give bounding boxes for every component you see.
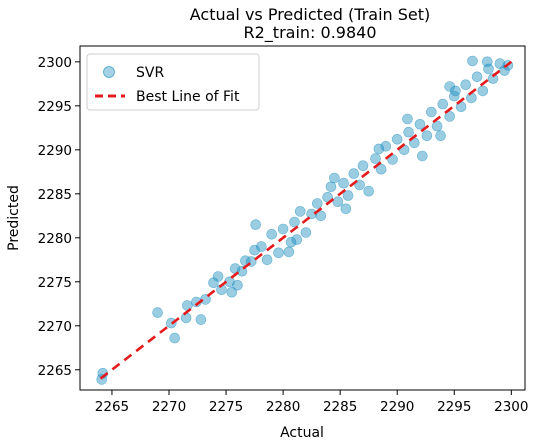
data-point: [421, 130, 433, 141]
legend: SVR Best Line of Fit: [86, 53, 260, 111]
data-point: [460, 79, 472, 90]
data-point: [180, 312, 192, 324]
y-tick-label: 2275: [38, 275, 72, 291]
data-point: [166, 317, 177, 329]
y-tick-label: 2265: [38, 363, 72, 379]
data-point: [315, 210, 327, 222]
chart-title: Actual vs Predicted (Train Set): [190, 5, 431, 24]
x-tick-label: 2275: [209, 399, 243, 415]
data-point: [426, 106, 437, 118]
y-tick-label: 2280: [38, 231, 72, 247]
data-point: [414, 119, 426, 130]
y-tick-label: 2285: [38, 187, 72, 203]
data-point: [152, 307, 163, 318]
y-axis-ticks: 2265 2270 2275 2280 2285 2290 2295 2300: [38, 55, 80, 379]
data-point: [169, 332, 180, 344]
data-point: [416, 150, 428, 162]
data-point: [250, 219, 261, 230]
chart-subtitle: R2_train: 0.9840: [244, 23, 377, 43]
data-point: [291, 234, 303, 245]
x-axis-label: Actual: [280, 425, 324, 441]
data-point: [283, 246, 295, 258]
data-point: [294, 206, 306, 217]
data-point: [354, 179, 365, 191]
data-point: [332, 196, 344, 207]
y-tick-label: 2290: [38, 143, 72, 159]
data-point: [431, 120, 443, 132]
data-point: [329, 172, 340, 184]
data-point: [212, 271, 224, 282]
data-point: [444, 81, 456, 92]
data-point: [261, 254, 273, 266]
data-point: [373, 143, 385, 155]
data-point: [266, 229, 278, 240]
data-point: [466, 92, 477, 104]
data-point: [448, 90, 460, 102]
legend-box: [86, 53, 260, 111]
y-tick-label: 2300: [38, 55, 72, 71]
data-point: [273, 247, 284, 259]
data-point: [306, 208, 317, 220]
data-point: [200, 294, 211, 305]
data-point: [195, 314, 207, 325]
x-tick-label: 2285: [323, 399, 357, 415]
data-point: [348, 168, 360, 179]
data-point: [437, 98, 449, 110]
data-point: [226, 286, 238, 298]
data-point: [487, 73, 499, 84]
data-point: [325, 181, 337, 193]
x-tick-label: 2280: [266, 399, 300, 415]
x-tick-label: 2295: [437, 399, 471, 415]
best-fit-line: [99, 60, 513, 380]
plot-area: [79, 45, 526, 391]
x-tick-label: 2300: [494, 399, 528, 415]
data-point: [300, 227, 312, 238]
data-point: [375, 163, 387, 175]
fit-line-layer: [99, 60, 513, 380]
data-point: [391, 134, 403, 145]
legend-label-svr: SVR: [136, 65, 164, 81]
y-tick-label: 2270: [38, 319, 72, 335]
data-point: [370, 153, 381, 164]
legend-marker-svr: [103, 66, 115, 78]
data-point: [477, 85, 489, 97]
data-point: [363, 185, 375, 197]
data-point: [289, 216, 300, 228]
data-point: [338, 177, 349, 189]
data-point: [256, 241, 267, 252]
data-point: [232, 279, 243, 291]
data-point: [403, 126, 414, 138]
data-point: [435, 130, 446, 141]
data-point: [342, 190, 354, 201]
data-point: [311, 198, 323, 209]
data-point: [450, 85, 461, 97]
data-point: [357, 160, 369, 171]
points-layer: [96, 55, 514, 385]
y-tick-label: 2295: [38, 99, 72, 115]
data-point: [402, 113, 413, 125]
data-point: [249, 244, 260, 256]
data-point: [444, 111, 456, 122]
y-axis-label: Predicted: [6, 185, 22, 251]
x-tick-label: 2265: [95, 399, 129, 415]
data-point: [467, 55, 478, 67]
data-point: [471, 71, 483, 83]
x-tick-label: 2290: [380, 399, 414, 415]
data-point: [481, 56, 493, 68]
legend-label-best-fit: Best Line of Fit: [136, 89, 240, 105]
data-point: [340, 203, 352, 215]
x-axis-ticks: 2265 2270 2275 2280 2285 2290 2295 2300: [95, 390, 528, 415]
data-point: [380, 141, 392, 152]
data-point: [277, 223, 289, 235]
x-tick-label: 2270: [152, 399, 186, 415]
